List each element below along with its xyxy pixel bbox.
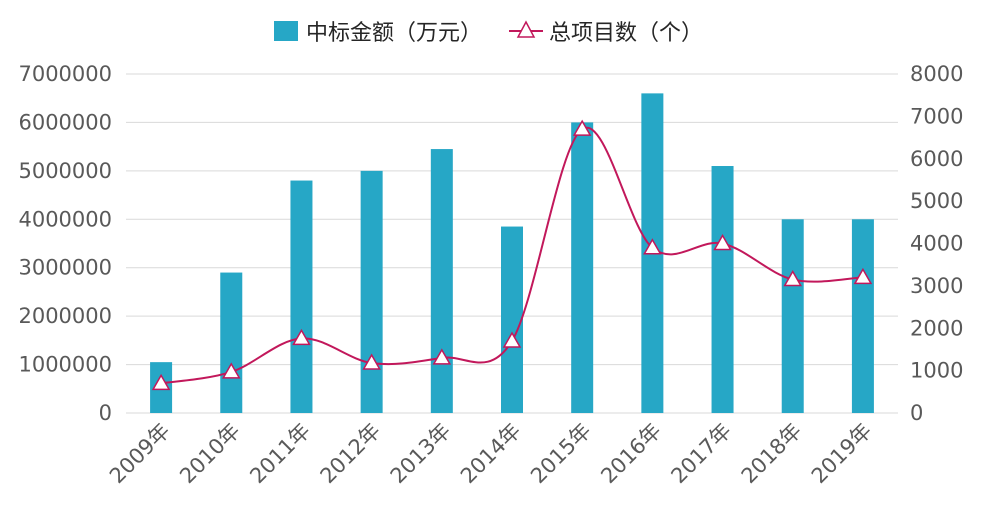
- y-right-tick-label: 8000: [910, 62, 963, 86]
- legend-line-marker: [516, 20, 536, 38]
- x-tick-label: 2009年: [105, 419, 175, 489]
- x-tick-label: 2017年: [666, 419, 736, 489]
- line-point-marker: [432, 348, 452, 365]
- bar: [290, 180, 313, 413]
- bar: [711, 166, 734, 413]
- x-tick-label: 2018年: [737, 419, 807, 489]
- y-right-tick-label: 4000: [910, 232, 963, 256]
- bar: [571, 122, 594, 413]
- bar: [430, 149, 453, 414]
- line-point-marker: [151, 373, 171, 391]
- y-left-tick-label: 0: [99, 401, 112, 425]
- legend: 中标金额（万元） 总项目数（个）: [274, 20, 703, 46]
- bar: [781, 219, 804, 413]
- x-tick-label: 2014年: [456, 419, 526, 489]
- x-tick-label: 2011年: [245, 419, 315, 489]
- line-point-marker: [502, 331, 522, 348]
- line-point-marker: [643, 238, 662, 255]
- x-tick-label: 2012年: [316, 419, 386, 489]
- y-right-tick-label: 6000: [910, 147, 963, 171]
- y-right-tick-label: 5000: [910, 189, 963, 213]
- y-right-tick-label: 2000: [910, 316, 963, 340]
- x-tick-label: 2019年: [807, 419, 877, 489]
- y-left-tick-label: 4000000: [18, 207, 112, 231]
- y-right-tick-label: 0: [910, 401, 923, 425]
- line-point-marker: [362, 353, 381, 370]
- legend-bar-label: 中标金额（万元）: [306, 21, 482, 46]
- y-left-tick-label: 2000000: [18, 304, 112, 328]
- x-tick-label: 2010年: [175, 419, 245, 489]
- x-tick-label: 2015年: [526, 419, 596, 489]
- y-left-tick-label: 3000000: [18, 256, 112, 280]
- line-point-marker: [221, 362, 241, 379]
- y-left-tick-label: 1000000: [18, 353, 112, 377]
- y-right-tick-label: 1000: [910, 359, 963, 383]
- bar: [220, 272, 243, 413]
- y-axis-left: 0 1000000 2000000 3000000 4000000 5000000 6000…: [18, 62, 112, 425]
- y-axis-right: 0 1000 2000 3000 4000 5000 6000 7000 8000: [910, 62, 963, 425]
- legend-line-label: 总项目数（个）: [549, 21, 703, 46]
- x-tick-label: 2016年: [596, 419, 666, 489]
- bar: [360, 170, 383, 413]
- line-point-marker: [292, 328, 311, 346]
- y-right-tick-label: 3000: [910, 274, 963, 298]
- x-tick-label: 2013年: [386, 419, 456, 489]
- line-series: [151, 119, 873, 391]
- line-point-marker: [853, 267, 873, 285]
- line-point-marker: [572, 119, 592, 136]
- y-left-tick-label: 6000000: [18, 110, 112, 134]
- bar-series: [150, 93, 874, 414]
- y-right-tick-label: 7000: [910, 104, 963, 128]
- y-left-tick-label: 7000000: [18, 62, 112, 86]
- y-left-tick-label: 5000000: [18, 159, 112, 183]
- legend-bar-swatch: [274, 21, 298, 41]
- bar: [851, 219, 874, 413]
- bar: [501, 226, 523, 413]
- x-axis: 2009年 2010年 2011年 2012年 2013年 2014年 2015年 2016年…: [105, 419, 876, 489]
- line-point-marker: [713, 233, 732, 251]
- line-point-marker: [783, 270, 803, 287]
